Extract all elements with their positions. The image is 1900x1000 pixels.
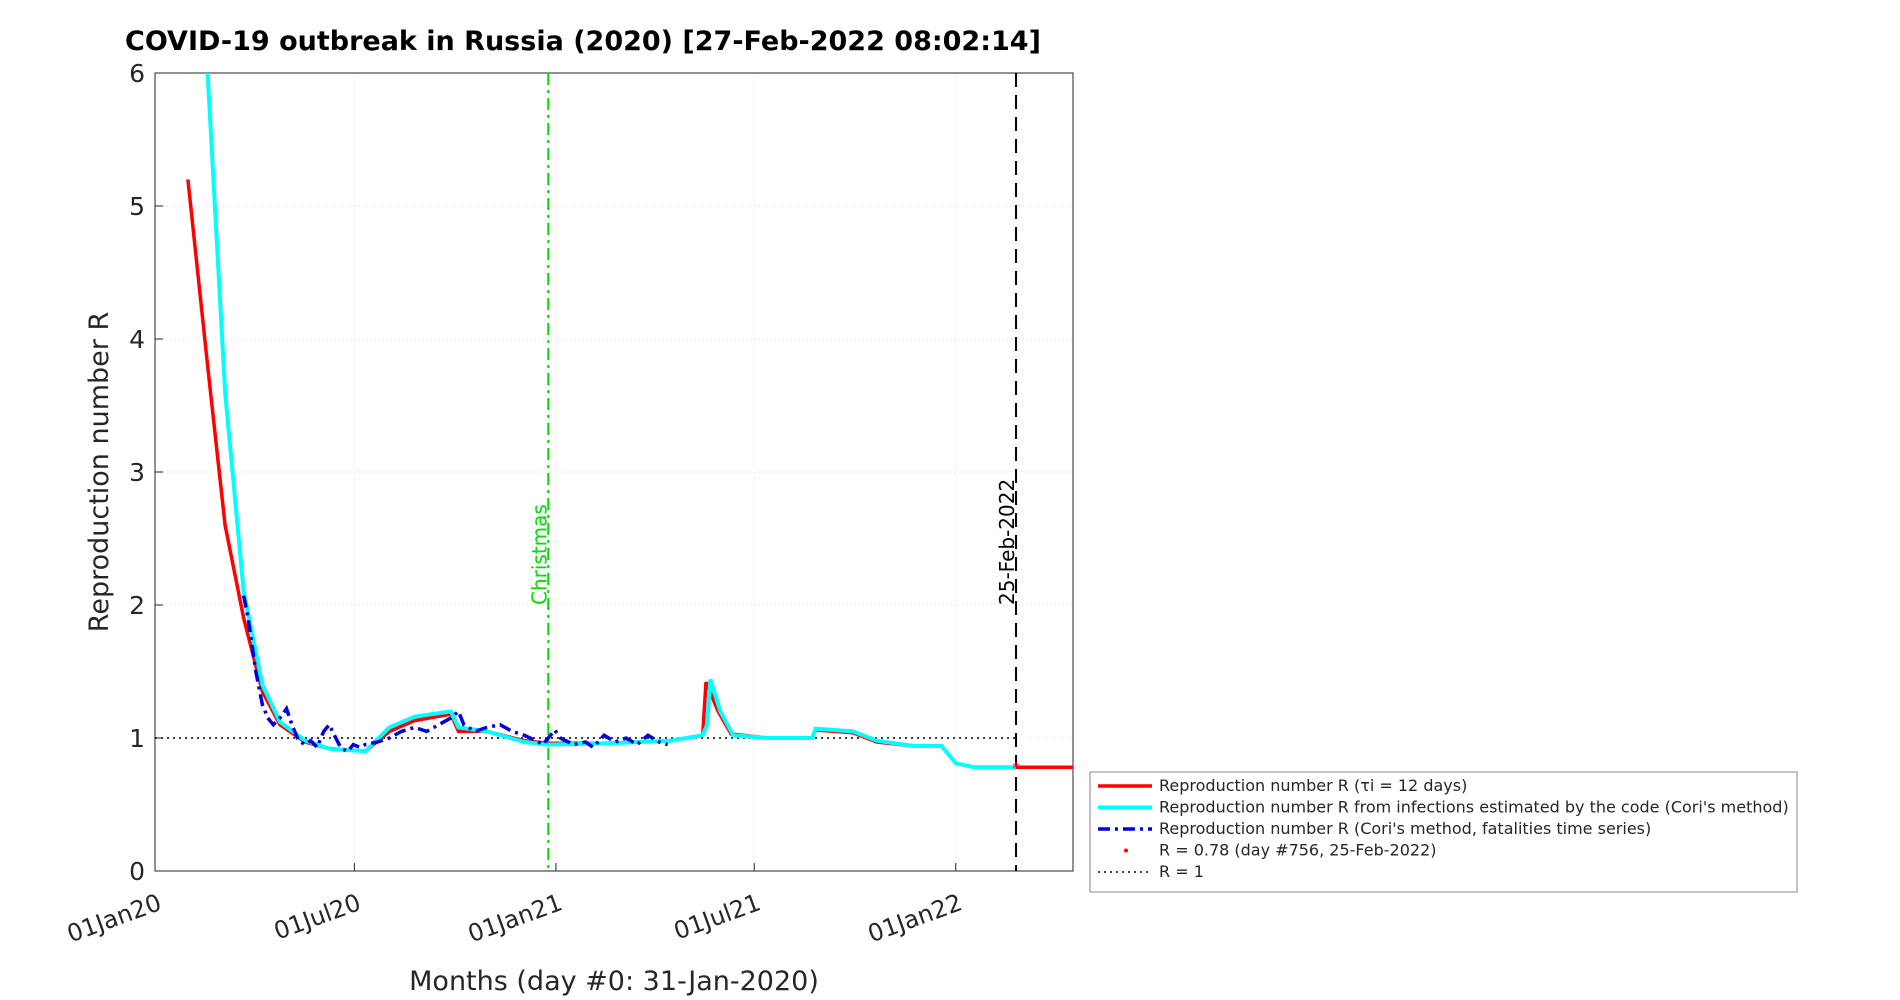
x-tick-label: 01Jul21 (670, 888, 764, 945)
y-tick-label: 3 (129, 458, 145, 487)
x-tick-label: 01Jan20 (63, 888, 165, 948)
series-line (241, 595, 669, 754)
x-tick-label: 01Jul20 (270, 888, 364, 945)
series-line (205, 73, 1016, 770)
annotation-label: Christmas (527, 504, 551, 605)
x-tick-label: 01Jan22 (864, 888, 966, 948)
legend-label: Reproduction number R (Cori's method, fa… (1159, 819, 1651, 838)
chart-title: COVID-19 outbreak in Russia (2020) [27-F… (125, 26, 1041, 57)
y-tick-label: 6 (129, 59, 145, 88)
annotation-label: 25-Feb-2022 (995, 479, 1019, 605)
y-axis-label: Reproduction number R (84, 312, 115, 632)
y-tick-label: 5 (129, 192, 145, 221)
plot-frame (154, 72, 1074, 872)
y-tick-label: 2 (129, 591, 145, 620)
y-tick-label: 0 (129, 857, 145, 886)
legend-box (1089, 771, 1798, 893)
y-tick-label: 1 (129, 724, 145, 753)
x-axis-label: Months (day #0: 31-Jan-2020) (409, 966, 819, 997)
legend-label: R = 1 (1159, 862, 1204, 881)
x-tick-label: 01Jan21 (464, 888, 566, 948)
y-tick-label: 4 (129, 325, 145, 354)
marker-point: * (1012, 758, 1020, 777)
legend-label: Reproduction number R (τi = 12 days) (1159, 776, 1467, 795)
series-line (186, 179, 1073, 770)
legend-marker (1124, 848, 1128, 853)
legend-label: R = 0.78 (day #756, 25-Feb-2022) (1159, 841, 1436, 860)
legend-label: Reproduction number R from infections es… (1159, 798, 1789, 817)
